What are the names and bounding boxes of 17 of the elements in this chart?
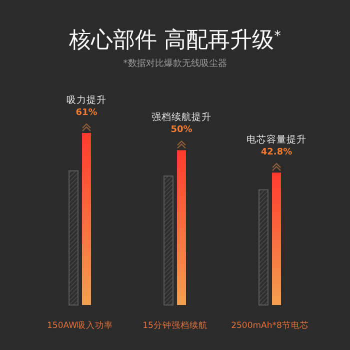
annotation: 电芯容量提升 [246,134,306,146]
annotation: 吸力提升 [66,94,106,106]
chart-title: 核心部件 高配再升级$^{*}$ [68,28,282,53]
bar [164,176,174,306]
bar [177,150,186,305]
annotation: 61% [76,108,98,118]
bar [82,133,91,305]
annotation: 42.8% [260,148,292,158]
bar [258,189,268,306]
x-tick-label: 150AW吸入功率 [47,320,113,331]
chart-subtitle: *数据对比爆款无线吸尘器 [123,58,227,69]
x-tick-label: 15分钟强档续航 [142,320,208,331]
bar [272,172,281,305]
annotation: 强档续航提升 [152,111,212,124]
bar [68,170,78,306]
x-tick-label: 2500mAh*8节电芯 [231,320,309,331]
annotation: 50% [170,125,192,136]
